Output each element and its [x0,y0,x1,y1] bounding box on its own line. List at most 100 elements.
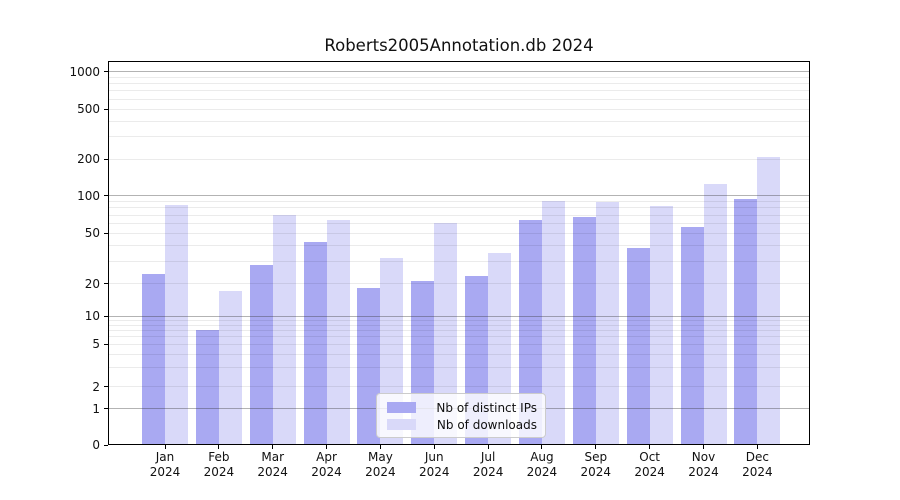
y-tick-mark [104,315,108,317]
y-tick-mark [104,232,108,234]
x-axis-tick-label: Jun 2024 [402,450,466,479]
x-axis-tick-label: Nov 2024 [672,450,736,479]
minor-gridline [108,158,810,160]
x-tick-mark [756,445,758,449]
minor-gridline [108,343,810,345]
x-axis-tick-label: Oct 2024 [618,450,682,479]
y-tick-mark [104,386,108,387]
x-axis-tick-label: May 2024 [348,450,412,479]
x-axis-year-label: 2024 [742,464,773,479]
y-axis-tick-label: 100 [77,188,100,203]
x-tick-mark [272,445,274,449]
y-axis-tick-label: 20 [84,276,100,291]
bar-downloads [326,219,350,445]
y-tick-mark [104,158,108,160]
minor-gridline [108,324,810,326]
minor-gridline [108,120,810,122]
minor-gridline [108,283,810,284]
minor-gridline [108,367,810,369]
bar-distinct-ips [357,288,381,445]
x-tick-mark [487,445,489,449]
x-axis-year-label: 2024 [365,464,396,479]
x-axis-tick-label: Feb 2024 [187,450,251,479]
x-axis-year-label: 2024 [634,464,665,479]
major-gridline [108,195,810,197]
minor-gridline [108,200,810,202]
y-axis-tick-label: 500 [77,102,100,116]
axis-spines [108,61,810,445]
x-tick-mark [649,445,651,449]
y-axis-tick-label: 10 [84,309,100,323]
x-axis-year-label: 2024 [688,464,719,479]
bar-distinct-ips [626,248,650,445]
x-axis-tick-label: Sep 2024 [564,450,628,479]
x-axis-tick-label: Dec 2024 [725,450,789,479]
x-tick-mark [433,445,435,449]
x-axis-tick-label: Apr 2024 [295,450,359,479]
minor-gridline [108,90,810,92]
legend: Nb of distinct IPs Nb of downloads [376,393,546,438]
x-axis-year-label: 2024 [149,464,181,479]
bar-distinct-ips [142,273,165,445]
y-tick-mark [104,71,108,72]
chart-title: Roberts2005Annotation.db 2024 [324,36,594,55]
minor-gridline [108,232,810,234]
bar-distinct-ips [249,265,273,445]
major-gridline [108,315,810,317]
minor-gridline [108,336,810,338]
y-axis-tick-label: 1000 [69,64,100,79]
bar-distinct-ips [303,241,327,445]
bar-distinct-ips [572,216,596,445]
x-tick-mark [164,445,166,449]
minor-gridline [108,76,810,78]
bar-downloads [165,205,188,445]
minor-gridline [108,386,810,387]
x-axis-year-label: 2024 [472,464,504,479]
major-gridline [108,71,810,72]
minor-gridline [108,245,810,247]
y-axis-tick-label: 5 [92,337,100,351]
legend-label: Nb of distinct IPs [436,400,537,415]
minor-gridline [108,108,810,110]
x-axis-year-label: 2024 [580,464,612,479]
minor-gridline [108,319,810,321]
legend-swatch-distinct-ips [387,402,416,413]
y-axis-tick-label: 0 [92,438,100,452]
legend-item: Nb of downloads [387,416,537,433]
minor-gridline [108,222,810,224]
x-axis-year-label: 2024 [257,464,288,479]
bar-downloads [218,291,242,445]
x-axis-year-label: 2024 [526,464,558,479]
bar-distinct-ips [518,219,542,445]
x-axis-tick-label: Aug 2024 [510,450,574,479]
y-axis-tick-label: 2 [92,379,100,394]
bar-downloads [434,222,458,445]
legend-item: Nb of distinct IPs [387,399,537,416]
minor-gridline [108,136,810,138]
minor-gridline [108,98,810,100]
minor-gridline [108,214,810,216]
bar-downloads [541,201,565,445]
minor-gridline [108,260,810,262]
x-axis-tick-label: Jul 2024 [456,450,520,479]
minor-gridline [108,353,810,355]
x-tick-mark [595,445,597,449]
x-axis-tick-label: Mar 2024 [241,450,305,479]
legend-swatch-downloads [387,419,416,430]
x-tick-mark [379,445,381,449]
y-axis-tick-label: 50 [84,226,100,241]
y-tick-mark [104,283,108,284]
y-axis-tick-label: 1 [92,401,100,416]
legend-label: Nb of downloads [436,417,537,432]
minor-gridline [108,83,810,85]
x-axis-year-label: 2024 [418,464,450,479]
bar-distinct-ips [734,199,758,445]
x-tick-mark [703,445,704,449]
x-tick-mark [218,445,220,449]
bar-downloads [703,183,727,445]
x-axis-year-label: 2024 [311,464,342,479]
y-tick-mark [104,343,108,345]
bar-distinct-ips [680,227,704,445]
minor-gridline [108,207,810,209]
